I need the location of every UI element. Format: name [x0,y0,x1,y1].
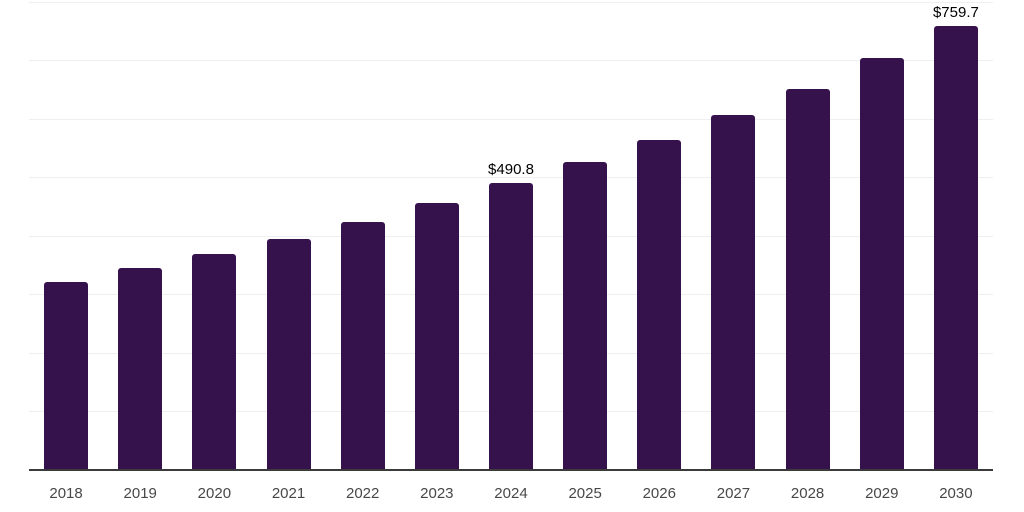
x-tick-label-2021: 2021 [271,485,306,502]
x-tick-label-2020: 2020 [197,485,232,502]
x-tick-label-2027: 2027 [716,485,751,502]
gridline [29,1,993,3]
x-tick-label-2019: 2019 [123,485,157,502]
bar-2027[interactable] [711,115,756,470]
x-tick-label-2024: 2024 [494,485,528,502]
bar-2018[interactable] [44,281,89,470]
bar-2030[interactable] [933,25,978,470]
bar-2029[interactable] [859,58,904,470]
bar-2022[interactable] [340,221,385,470]
bar-2024[interactable] [489,182,533,470]
bar-2019[interactable] [118,267,163,470]
bar-2023[interactable] [414,203,459,470]
bar-2026[interactable] [637,140,682,470]
bar-value-label-2030: $759.7 [932,3,979,21]
x-tick-label-2022: 2022 [345,485,380,502]
x-tick-label-2029: 2029 [865,485,899,502]
x-tick-label-2030: 2030 [939,485,973,502]
x-tick-label-2023: 2023 [420,485,454,502]
bar-2021[interactable] [266,238,311,470]
x-axis-line [29,469,993,471]
x-tick-label-2028: 2028 [790,485,825,502]
bar-2025[interactable] [563,162,608,470]
bar-value-label-2024: $490.8 [488,160,534,178]
gridline [29,177,993,178]
x-tick-label-2026: 2026 [642,485,676,502]
gridline [29,60,993,61]
bar-2020[interactable] [192,254,237,470]
gridline [29,118,993,120]
x-tick-label-2018: 2018 [49,485,83,502]
x-tick-label-2025: 2025 [568,485,602,502]
bar-2028[interactable] [785,88,830,470]
